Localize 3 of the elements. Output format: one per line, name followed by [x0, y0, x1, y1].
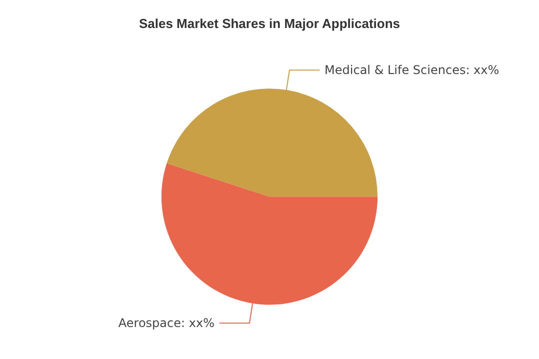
chart-title: Sales Market Shares in Major Applications — [138, 16, 400, 31]
slice-label: Aerospace: xx% — [118, 316, 214, 330]
slice-label: Medical & Life Sciences: xx% — [324, 63, 500, 78]
